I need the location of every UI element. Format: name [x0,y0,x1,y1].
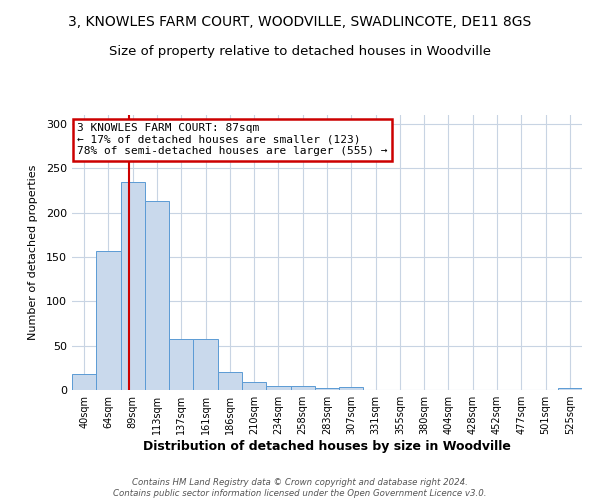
Bar [145,201,169,390]
Bar [169,340,193,390]
Bar [242,382,266,390]
Bar [193,340,218,390]
Text: Size of property relative to detached houses in Woodville: Size of property relative to detached ho… [109,45,491,58]
Bar [290,386,315,390]
Bar [96,250,121,390]
Bar [121,182,145,390]
Text: Contains HM Land Registry data © Crown copyright and database right 2024.
Contai: Contains HM Land Registry data © Crown c… [113,478,487,498]
Text: 3 KNOWLES FARM COURT: 87sqm
← 17% of detached houses are smaller (123)
78% of se: 3 KNOWLES FARM COURT: 87sqm ← 17% of det… [77,123,388,156]
Text: Distribution of detached houses by size in Woodville: Distribution of detached houses by size … [143,440,511,453]
Bar [218,372,242,390]
Y-axis label: Number of detached properties: Number of detached properties [28,165,38,340]
Bar [339,388,364,390]
Bar [266,386,290,390]
Bar [315,388,339,390]
Text: 3, KNOWLES FARM COURT, WOODVILLE, SWADLINCOTE, DE11 8GS: 3, KNOWLES FARM COURT, WOODVILLE, SWADLI… [68,15,532,29]
Bar [72,374,96,390]
Bar [558,388,582,390]
